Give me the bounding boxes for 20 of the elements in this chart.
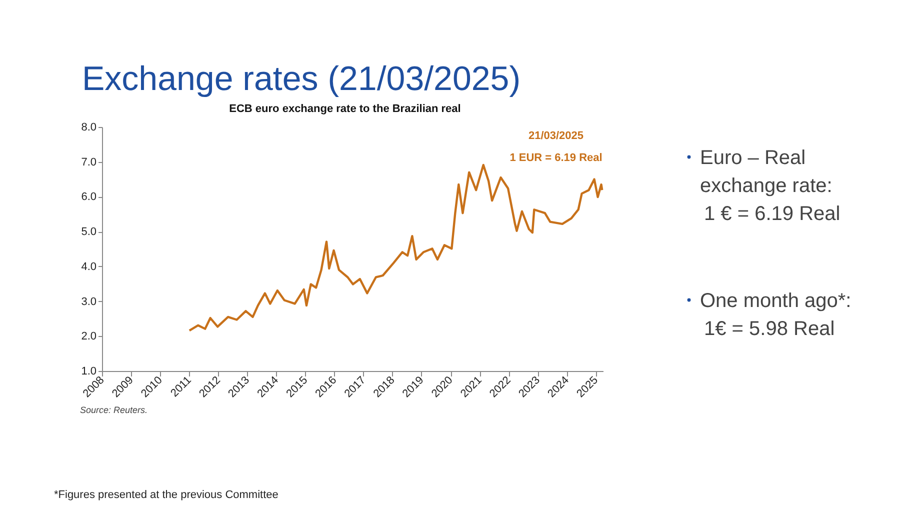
- text: 1€ = 5.98 Real: [704, 318, 835, 340]
- text: Euro – Real: [700, 147, 806, 169]
- text: exchange rate:: [700, 175, 832, 197]
- chart-subtitle: ECB euro exchange rate to the Brazilian real: [229, 103, 461, 115]
- y-tick-label: 1.0: [81, 366, 96, 378]
- line-series: [188, 164, 604, 332]
- annotation: 1 EUR = 6.19 Real: [510, 152, 602, 164]
- text: 1 € = 6.19 Real: [704, 203, 840, 225]
- source-note: Source: Reuters.: [80, 405, 148, 415]
- y-tick-label: 2.0: [81, 330, 96, 343]
- y-tick-label: 7.0: [81, 156, 96, 168]
- y-tick-label: 8.0: [81, 122, 96, 134]
- y-tick-label: 4.0: [81, 260, 96, 273]
- y-tick-label: 3.0: [81, 296, 96, 308]
- text: *Figures presented at the previous Committee: [54, 489, 278, 501]
- y-tick-label: 5.0: [81, 226, 96, 238]
- annotation: 21/03/2025: [528, 130, 584, 142]
- text: One month ago*:: [700, 290, 852, 312]
- chart-title: Exchange rates (21/03/2025): [82, 60, 521, 98]
- y-tick-label: 6.0: [81, 191, 96, 204]
